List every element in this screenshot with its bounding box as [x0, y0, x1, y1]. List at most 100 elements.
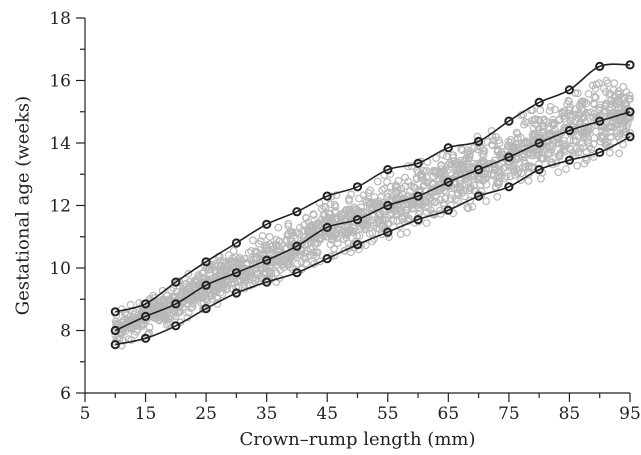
scatter-point — [361, 196, 370, 205]
scatter-point — [378, 185, 387, 194]
scatter-point — [158, 301, 167, 309]
scatter-point — [468, 172, 477, 181]
scatter-point — [536, 106, 545, 115]
scatter-point — [429, 172, 438, 181]
median-centile-point — [413, 191, 423, 201]
scatter-point — [555, 116, 563, 124]
y-axis-title: Gestational age (weeks) — [12, 96, 33, 315]
scatter-point — [296, 250, 305, 259]
scatter-point — [236, 258, 245, 267]
scatter-point — [360, 221, 368, 230]
scatter-point — [535, 133, 543, 142]
scatter-point — [615, 149, 623, 158]
median-centile-point — [292, 241, 302, 251]
scatter-point — [221, 277, 230, 286]
scatter-point — [504, 137, 513, 146]
scatter-point — [302, 214, 311, 223]
scatter-point — [412, 175, 421, 184]
scatter-point — [153, 313, 162, 322]
scatter-point — [302, 259, 311, 268]
scatter-point — [402, 205, 411, 214]
scatter-point — [510, 159, 519, 168]
lower-centile-point — [171, 321, 181, 331]
scatter-point — [150, 313, 159, 322]
scatter-point — [422, 219, 431, 228]
scatter-point — [547, 145, 556, 154]
scatter-point — [373, 177, 382, 186]
scatter-point — [164, 319, 173, 328]
upper-centile-point — [443, 143, 453, 153]
scatter-point — [265, 232, 274, 241]
scatter-point — [590, 109, 599, 118]
scatter-point — [493, 192, 502, 201]
scatter-point — [556, 148, 565, 157]
scatter-point — [314, 218, 323, 227]
scatter-point — [341, 230, 350, 239]
scatter-point — [222, 282, 231, 291]
scatter-point — [271, 241, 280, 250]
scatter-point — [508, 143, 517, 152]
scatter-point — [600, 84, 608, 93]
scatter-point — [530, 129, 538, 138]
scatter-point — [506, 172, 515, 181]
scatter-point — [317, 204, 326, 213]
scatter-point — [562, 165, 570, 174]
scatter-point — [256, 237, 265, 246]
scatter-point — [330, 200, 339, 209]
y-tick-label: 16 — [49, 72, 71, 92]
upper-centile-point — [201, 257, 211, 267]
scatter-point — [394, 176, 403, 185]
median-centile-point — [595, 116, 605, 126]
y-tick-label: 18 — [49, 9, 71, 29]
scatter-point — [483, 138, 492, 146]
median-centile-point — [443, 177, 453, 187]
scatter-point — [580, 97, 589, 106]
scatter-point — [497, 148, 506, 157]
scatter-point — [415, 207, 424, 216]
scatter-point — [216, 256, 225, 265]
scatter-point — [545, 125, 554, 134]
scatter-point — [450, 157, 459, 166]
scatter-point — [537, 154, 546, 163]
x-tick-label: 15 — [135, 404, 157, 424]
lower-centile-point — [625, 132, 635, 142]
scatter-point — [248, 236, 257, 245]
y-tick-label: 6 — [60, 384, 71, 404]
scatter-point — [332, 234, 341, 243]
scatter-point — [227, 270, 236, 279]
scatter-point — [446, 194, 455, 203]
upper-centile-point — [383, 165, 393, 175]
median-centile-point — [383, 200, 393, 211]
scatter-point — [524, 144, 533, 153]
scatter-point — [414, 197, 423, 206]
scatter-point — [216, 262, 225, 271]
scatter-point — [606, 89, 615, 98]
scatter-point — [482, 197, 491, 206]
scatter-point — [184, 270, 193, 278]
scatter-point — [137, 320, 146, 329]
scatter-point — [409, 183, 418, 192]
scatter-point — [276, 257, 285, 266]
scatter-point — [436, 195, 445, 204]
scatter-point — [188, 299, 197, 308]
scatter-point — [512, 140, 521, 149]
scatter-point — [167, 286, 176, 295]
scatter-point — [513, 133, 522, 142]
scatter-point — [366, 186, 374, 195]
scatter-point — [626, 94, 634, 103]
scatter-point — [476, 141, 484, 150]
scatter-point — [577, 98, 585, 107]
scatter-point — [153, 296, 162, 305]
upper-centile-point — [171, 277, 181, 287]
scatter-point — [164, 314, 173, 323]
scatter-point — [300, 221, 308, 230]
scatter-point — [282, 235, 291, 244]
scatter-point — [506, 135, 515, 144]
scatter-point — [385, 233, 393, 242]
scatter-point — [258, 231, 267, 240]
lower-centile-point — [201, 304, 211, 314]
scatter-point — [571, 117, 580, 125]
scatter-point — [432, 197, 441, 206]
scatter-point — [192, 278, 201, 287]
scatter-point — [346, 213, 354, 222]
